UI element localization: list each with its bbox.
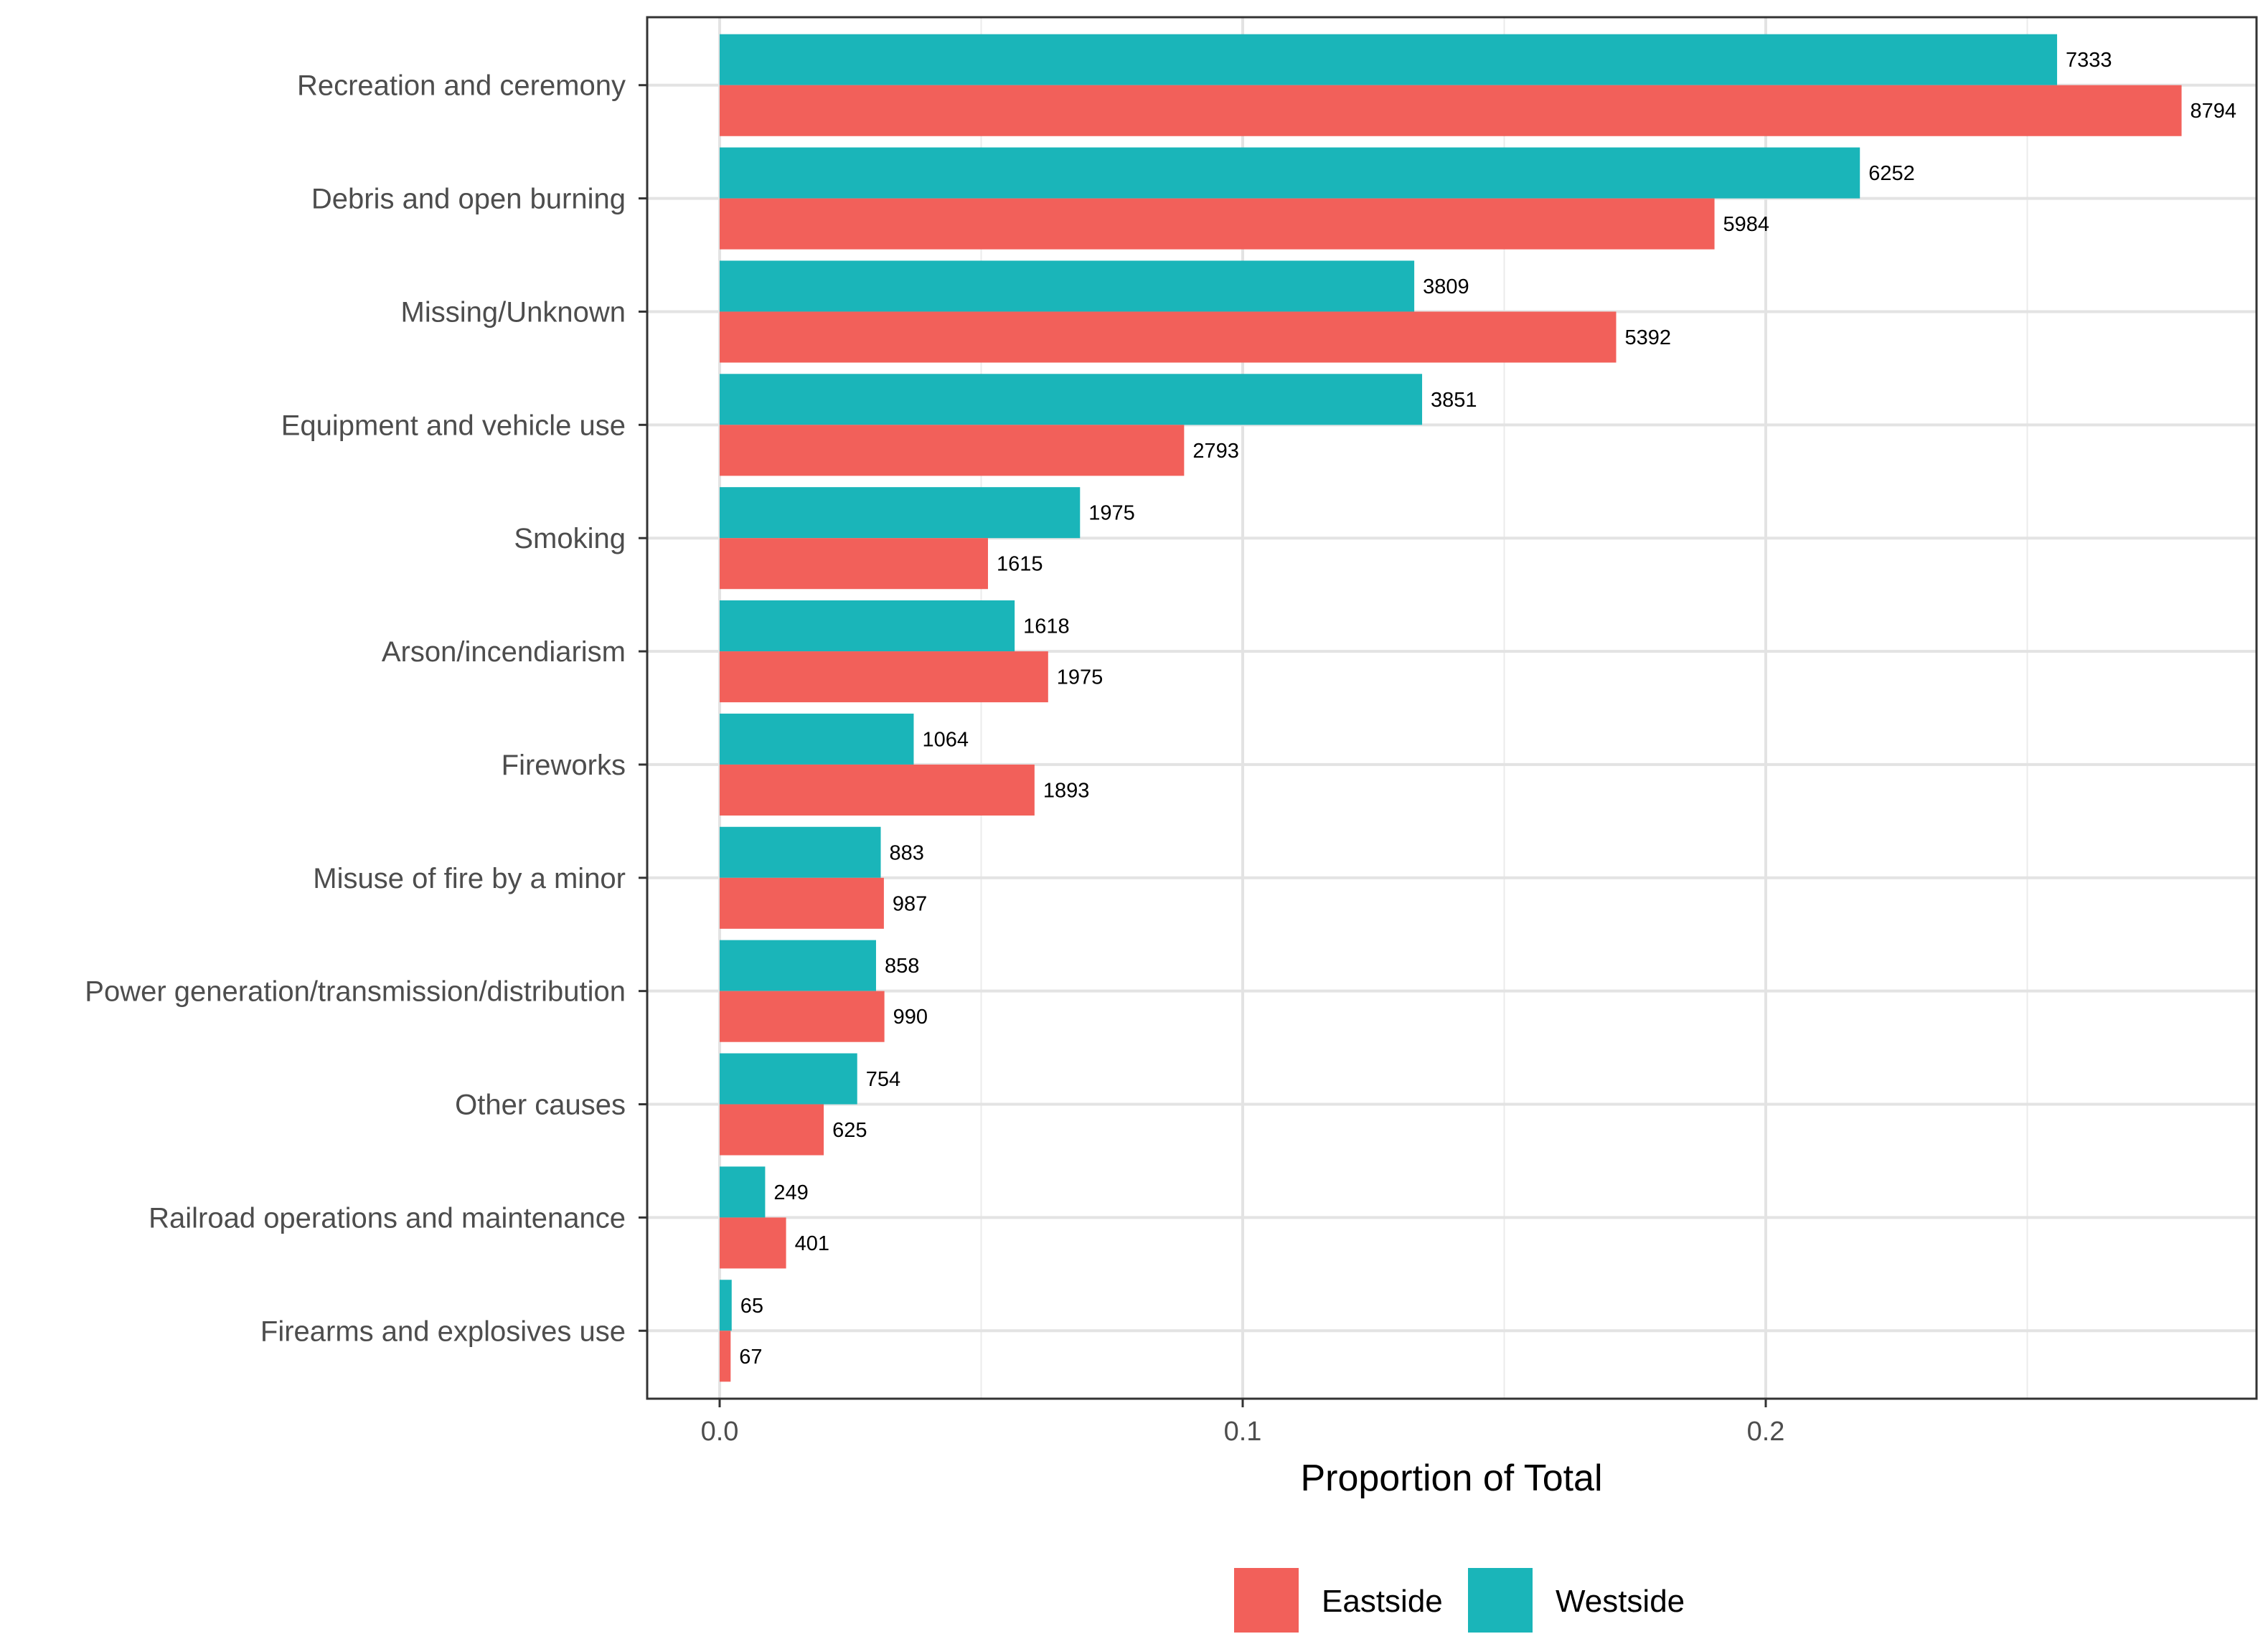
bar-westside [720, 1280, 732, 1331]
legend-swatch-eastside [1234, 1568, 1299, 1633]
bar-westside [720, 826, 881, 878]
axes: Recreation and ceremony Debris and open b… [85, 70, 1784, 1447]
bar-value-label-eastside: 401 [795, 1232, 829, 1255]
bar-value-label-eastside: 987 [893, 892, 927, 915]
bar-value-label-eastside: 1893 [1043, 779, 1090, 802]
bar-value-label-eastside: 625 [832, 1119, 867, 1142]
bar-value-label-westside: 1975 [1088, 502, 1135, 525]
category-label: Other causes [455, 1090, 626, 1121]
bar-value-labels: 7333 8794 6252 5984 3809 5392 3851 2793 1975 1615… [739, 49, 2236, 1369]
bar-eastside [720, 991, 885, 1042]
bar-eastside [720, 1217, 786, 1269]
bar-value-label-westside: 1064 [922, 728, 969, 751]
bar-value-label-westside: 1618 [1023, 615, 1070, 638]
bars [720, 34, 2182, 1382]
bar-value-label-eastside: 67 [739, 1346, 762, 1369]
bar-value-label-eastside: 1975 [1057, 666, 1104, 689]
bar-value-label-westside: 65 [740, 1295, 763, 1318]
bar-westside [720, 600, 1015, 652]
bar-value-label-eastside: 2793 [1192, 440, 1239, 463]
category-label: Misuse of fire by a minor [313, 863, 626, 894]
bar-value-label-eastside: 990 [893, 1006, 928, 1029]
bar-eastside [720, 1331, 731, 1382]
bar-value-label-westside: 883 [890, 841, 924, 864]
category-label: Recreation and ceremony [297, 70, 626, 102]
bar-eastside [720, 651, 1048, 703]
bar-westside [720, 713, 914, 765]
bar-westside [720, 34, 2058, 85]
bar-westside [720, 940, 876, 991]
bar-value-label-westside: 3851 [1431, 389, 1477, 412]
bar-eastside [720, 877, 884, 929]
bar-value-label-eastside: 5984 [1723, 213, 1770, 236]
bar-value-label-westside: 6252 [1868, 162, 1915, 185]
x-axis-title: Proportion of Total [1300, 1458, 1602, 1499]
bar-westside [720, 147, 1860, 199]
bar-westside [720, 374, 1423, 425]
bar-value-label-westside: 249 [773, 1181, 808, 1204]
category-label: Smoking [514, 523, 626, 554]
bar-eastside [720, 425, 1185, 476]
category-label: Arson/incendiarism [382, 636, 626, 668]
bar-value-label-westside: 858 [885, 955, 919, 978]
legend-swatch-westside [1468, 1568, 1533, 1633]
category-label: Fireworks [502, 750, 626, 781]
bar-eastside [720, 85, 2182, 136]
bar-value-label-eastside: 1615 [997, 553, 1043, 576]
bar-value-label-eastside: 8794 [2191, 100, 2237, 123]
bar-westside [720, 487, 1081, 539]
bar-westside [720, 1166, 766, 1218]
category-label: Power generation/transmission/distributi… [85, 976, 626, 1008]
bar-eastside [720, 1104, 824, 1156]
bar-eastside [720, 311, 1617, 363]
bar-value-label-westside: 7333 [2066, 49, 2112, 72]
bar-eastside [720, 764, 1035, 816]
bar-eastside [720, 198, 1715, 250]
legend-label-westside: Westside [1556, 1584, 1685, 1619]
bar-value-label-westside: 3809 [1423, 275, 1469, 298]
category-label: Railroad operations and maintenance [149, 1202, 626, 1234]
x-tick-label: 0.0 [701, 1417, 739, 1447]
legend-label-eastside: Eastside [1322, 1584, 1443, 1619]
bar-value-label-westside: 754 [866, 1068, 900, 1091]
x-tick-label: 0.1 [1224, 1417, 1262, 1447]
category-label: Debris and open burning [311, 184, 626, 215]
category-label: Missing/Unknown [401, 296, 626, 328]
bar-eastside [720, 538, 988, 590]
category-label: Firearms and explosives use [260, 1315, 626, 1347]
bar-westside [720, 260, 1415, 312]
bar-westside [720, 1053, 857, 1105]
category-label: Equipment and vehicle use [281, 410, 626, 441]
legend: Eastside Westside [1234, 1568, 1685, 1633]
plot-panel-border [646, 16, 2258, 1400]
bar-value-label-eastside: 5392 [1625, 326, 1672, 349]
x-tick-label: 0.2 [1747, 1417, 1785, 1447]
